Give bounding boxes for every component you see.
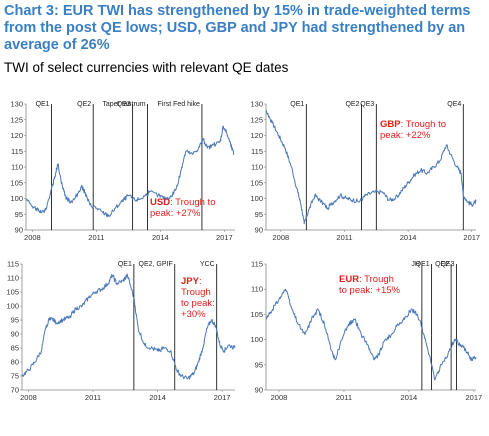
y-tick-label: 125 bbox=[250, 115, 263, 124]
y-tick-label: 130 bbox=[10, 100, 23, 109]
y-tick-label: 105 bbox=[250, 310, 263, 319]
annotation-label: +30% bbox=[181, 309, 206, 320]
x-tick-label: 2008 bbox=[273, 233, 290, 242]
jpy-chart: 70 75 80 85 90 95 100 105 110 115 2008 2011 2014 2017… bbox=[6, 260, 236, 402]
y-tick-label: 115 bbox=[11, 147, 23, 156]
x-tick-label: 2014 bbox=[401, 393, 418, 402]
event-label: QE2 bbox=[345, 101, 359, 108]
y-tick-label: 110 bbox=[251, 163, 263, 172]
event-label: QE3 bbox=[360, 101, 374, 108]
y-tick-label: 95 bbox=[255, 210, 263, 219]
x-tick-label: 2008 bbox=[24, 233, 41, 242]
title-line-2: from the post QE lows; USD, GBP and JPY … bbox=[4, 20, 466, 36]
annotation-label: GBP: Trough to bbox=[380, 119, 446, 130]
y-tick-label: 105 bbox=[10, 178, 23, 187]
annotation-label: peak: +27% bbox=[150, 208, 201, 219]
y-tick-label: 115 bbox=[251, 147, 263, 156]
event-label: QE1 bbox=[416, 261, 430, 268]
y-tick-label: 90 bbox=[255, 226, 263, 235]
y-tick-label: 95 bbox=[15, 210, 23, 219]
y-tick-label: 110 bbox=[251, 285, 263, 294]
y-tick-label: 105 bbox=[250, 178, 263, 187]
x-tick-label: 2014 bbox=[152, 233, 169, 242]
chart-subtitle: TWI of select currencies with relevant Q… bbox=[4, 60, 289, 75]
series-line bbox=[265, 110, 477, 225]
y-tick-label: 115 bbox=[251, 260, 263, 269]
y-tick-label: 90 bbox=[11, 330, 19, 339]
y-tick-label: 115 bbox=[7, 260, 19, 269]
annotation-label: USD: Trough to bbox=[150, 197, 215, 208]
annotation-label: EUR: Trough bbox=[339, 274, 394, 285]
eur-panel: 90 95 100 105 110 115 2008 2011 2014 2017 JH QE1 QE2… bbox=[244, 258, 484, 418]
event-label: QE3 bbox=[440, 261, 454, 268]
event-label: JH bbox=[411, 261, 420, 268]
y-tick-label: 100 bbox=[250, 194, 263, 203]
event-label: Taper tantrum bbox=[102, 101, 145, 108]
event-label: QE1 bbox=[290, 101, 304, 108]
event-label: QE4 bbox=[447, 101, 461, 108]
y-tick-label: 95 bbox=[11, 316, 19, 325]
event-label: QE2, GPIF bbox=[139, 261, 173, 268]
series-line bbox=[25, 125, 235, 218]
series-line bbox=[21, 273, 236, 380]
event-label: QE2 bbox=[77, 101, 91, 108]
x-tick-label: 2017 bbox=[216, 233, 233, 242]
y-tick-label: 100 bbox=[250, 335, 263, 344]
jpy-panel: 70 75 80 85 90 95 100 105 110 115 2008 2011 2014 2017… bbox=[0, 258, 240, 418]
y-tick-label: 70 bbox=[11, 386, 19, 395]
y-tick-label: 100 bbox=[6, 302, 19, 311]
y-tick-label: 85 bbox=[11, 344, 19, 353]
y-tick-label: 120 bbox=[10, 131, 23, 140]
title-line-1: Chart 3: EUR TWI has strengthened by 15%… bbox=[4, 3, 471, 19]
x-tick-label: 2014 bbox=[400, 233, 417, 242]
gbp-chart: 90 95 100 105 110 115 120 125 130 2008 2011 2014 201… bbox=[250, 100, 480, 243]
event-label: QE2 bbox=[435, 261, 449, 268]
x-tick-label: 2008 bbox=[20, 393, 37, 402]
y-tick-label: 90 bbox=[15, 226, 23, 235]
annotation-label: Trough bbox=[181, 287, 211, 298]
x-tick-label: 2017 bbox=[463, 233, 480, 242]
x-tick-label: 2011 bbox=[88, 233, 104, 242]
x-tick-label: 2011 bbox=[85, 393, 101, 402]
event-label: QE1 bbox=[118, 261, 132, 268]
event-label: QE1 bbox=[36, 101, 50, 108]
usd-panel: 90 95 100 105 110 115 120 125 130 2008 2011 2014 201… bbox=[0, 96, 240, 256]
x-tick-label: 2011 bbox=[336, 233, 352, 242]
title-line-3: average of 26% bbox=[4, 37, 110, 53]
x-tick-label: 2011 bbox=[336, 393, 352, 402]
annotation-label: JPY: bbox=[181, 276, 202, 287]
y-tick-label: 130 bbox=[250, 100, 263, 109]
annotation-label: to peak: +15% bbox=[339, 285, 401, 296]
y-tick-label: 125 bbox=[10, 115, 23, 124]
gbp-panel: 90 95 100 105 110 115 120 125 130 2008 2011 2014 201… bbox=[244, 96, 484, 256]
y-tick-label: 110 bbox=[11, 163, 23, 172]
event-label: First Fed hike bbox=[158, 101, 201, 108]
chart-title: Chart 3: EUR TWI has strengthened by 15%… bbox=[4, 3, 484, 54]
y-tick-label: 90 bbox=[255, 386, 263, 395]
annotation-label: peak: +22% bbox=[380, 130, 431, 141]
annotation-label: to peak: bbox=[181, 298, 215, 309]
y-tick-label: 120 bbox=[250, 131, 263, 140]
x-tick-label: 2017 bbox=[214, 393, 231, 402]
y-tick-label: 95 bbox=[255, 360, 263, 369]
x-tick-label: 2008 bbox=[271, 393, 288, 402]
usd-chart: 90 95 100 105 110 115 120 125 130 2008 2011 2014 201… bbox=[10, 100, 235, 242]
y-tick-label: 100 bbox=[10, 194, 23, 203]
y-tick-label: 110 bbox=[7, 274, 19, 283]
y-tick-label: 105 bbox=[6, 288, 19, 297]
event-label: QE3 bbox=[117, 101, 131, 108]
event-label: YCC bbox=[200, 261, 215, 268]
x-tick-label: 2017 bbox=[465, 393, 482, 402]
series-line bbox=[265, 288, 477, 381]
y-tick-label: 75 bbox=[11, 372, 19, 381]
y-tick-label: 80 bbox=[11, 358, 19, 367]
x-tick-label: 2014 bbox=[149, 393, 166, 402]
